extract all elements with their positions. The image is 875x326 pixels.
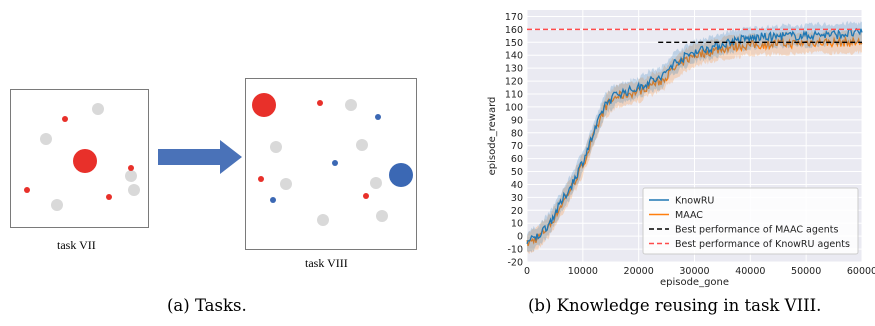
caption-b: (b) Knowledge reusing in task VIII.: [528, 296, 822, 315]
legend-box: [642, 187, 859, 255]
agent-red-small: [24, 187, 30, 193]
agent-red-small: [128, 165, 134, 171]
landmark-gray: [345, 99, 357, 111]
y-tick-label: 160: [505, 25, 523, 36]
agent-red-small: [317, 100, 323, 106]
x-axis-label: episode_gone: [660, 277, 729, 288]
landmark-gray: [128, 184, 140, 196]
series-band-maac: [527, 29, 862, 255]
series-band-knowru: [527, 20, 862, 253]
y-tick-label: 130: [505, 64, 523, 75]
agent-blue-large: [389, 163, 413, 187]
legend-label: MAAC: [675, 210, 703, 221]
x-tick-label: 50000: [791, 266, 821, 277]
y-tick-label: 100: [505, 102, 523, 113]
landmark-gray: [376, 210, 388, 222]
y-tick-label: 0: [517, 232, 523, 243]
y-tick-label: 10: [511, 219, 523, 230]
task-vii-scene: [24, 103, 140, 211]
y-tick-label: 120: [505, 77, 523, 88]
x-tick-label: 10000: [568, 266, 598, 277]
landmark-gray: [317, 214, 329, 226]
y-tick-label: 140: [505, 51, 523, 62]
landmark-gray: [51, 199, 63, 211]
legend-label: Best performance of KnowRU agents: [675, 239, 850, 250]
caption-a: (a) Tasks.: [167, 296, 247, 315]
agent-red-large: [252, 93, 276, 117]
agent-blue-small: [332, 160, 338, 166]
y-tick-label: 60: [511, 154, 523, 165]
landmark-gray: [270, 141, 282, 153]
x-tick-label: 0: [524, 266, 530, 277]
y-tick-label: 80: [511, 128, 523, 139]
x-tick-label: 60000: [847, 266, 875, 277]
y-tick-label: 70: [511, 141, 523, 152]
task-viii-scene: [252, 93, 413, 226]
y-tick-label: 150: [505, 38, 523, 49]
series-line-knowru: [526, 27, 863, 245]
task-viii-box: [245, 78, 417, 250]
y-tick-label: 110: [505, 90, 523, 101]
y-tick-label: 90: [511, 115, 523, 126]
agent-red-small: [62, 116, 68, 122]
task-vii-label: task VII: [57, 238, 96, 252]
transfer-arrow-icon: [158, 140, 242, 174]
agent-red-small: [106, 194, 112, 200]
y-tick-label: -20: [507, 258, 523, 269]
x-tick-label: 30000: [679, 266, 709, 277]
task-viii-label: task VIII: [305, 256, 348, 270]
agent-blue-small: [270, 197, 276, 203]
landmark-gray: [125, 170, 137, 182]
landmark-gray: [40, 133, 52, 145]
legend-label: KnowRU: [675, 196, 714, 207]
reward-chart: -20-100102030405060708090100110120130140…: [487, 10, 875, 288]
x-tick-label: 40000: [735, 266, 765, 277]
landmark-gray: [280, 178, 292, 190]
legend-label: Best performance of MAAC agents: [675, 225, 838, 236]
y-tick-label: -10: [507, 245, 523, 256]
landmark-gray: [356, 139, 368, 151]
landmark-gray: [92, 103, 104, 115]
y-tick-label: 40: [511, 180, 523, 191]
y-tick-label: 50: [511, 167, 523, 178]
landmark-gray: [370, 177, 382, 189]
agent-red-large: [73, 149, 97, 173]
agent-red-small: [363, 193, 369, 199]
y-tick-label: 20: [511, 206, 523, 217]
y-tick-label: 30: [511, 193, 523, 204]
y-axis-label: episode_reward: [487, 97, 498, 176]
x-tick-label: 20000: [624, 266, 654, 277]
task-vii-box: [10, 89, 149, 228]
agent-blue-small: [375, 114, 381, 120]
y-tick-label: 170: [505, 12, 523, 23]
agent-red-small: [258, 176, 264, 182]
